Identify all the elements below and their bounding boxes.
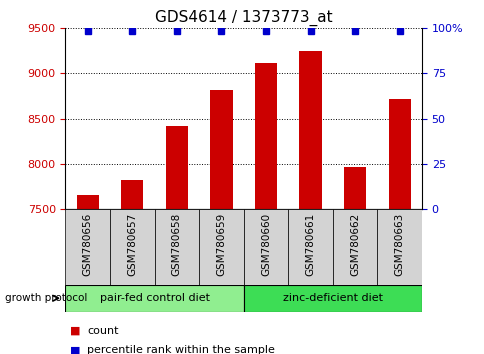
FancyBboxPatch shape xyxy=(65,285,243,312)
Text: GSM780658: GSM780658 xyxy=(171,213,182,276)
FancyBboxPatch shape xyxy=(199,209,243,285)
FancyBboxPatch shape xyxy=(243,285,421,312)
Bar xyxy=(343,167,365,209)
Text: count: count xyxy=(87,326,119,336)
FancyBboxPatch shape xyxy=(154,209,199,285)
FancyBboxPatch shape xyxy=(65,209,110,285)
Bar xyxy=(254,63,276,209)
Text: percentile rank within the sample: percentile rank within the sample xyxy=(87,346,274,354)
Text: GSM780661: GSM780661 xyxy=(305,213,315,276)
FancyBboxPatch shape xyxy=(332,209,377,285)
Text: pair-fed control diet: pair-fed control diet xyxy=(99,293,209,303)
Bar xyxy=(388,99,410,209)
Text: GSM780662: GSM780662 xyxy=(349,213,359,276)
Text: GSM780656: GSM780656 xyxy=(83,213,92,276)
Bar xyxy=(299,51,321,209)
Bar xyxy=(76,195,99,209)
Text: ■: ■ xyxy=(70,346,81,354)
Title: GDS4614 / 1373773_at: GDS4614 / 1373773_at xyxy=(154,9,332,25)
Text: GSM780663: GSM780663 xyxy=(394,213,404,276)
Bar xyxy=(210,90,232,209)
Bar xyxy=(121,180,143,209)
Text: ■: ■ xyxy=(70,326,81,336)
FancyBboxPatch shape xyxy=(110,209,154,285)
Text: GSM780659: GSM780659 xyxy=(216,213,226,276)
Text: growth protocol: growth protocol xyxy=(5,293,87,303)
FancyBboxPatch shape xyxy=(287,209,332,285)
FancyBboxPatch shape xyxy=(377,209,421,285)
Text: GSM780660: GSM780660 xyxy=(260,213,271,276)
Text: zinc-deficient diet: zinc-deficient diet xyxy=(282,293,382,303)
FancyBboxPatch shape xyxy=(243,209,287,285)
Text: GSM780657: GSM780657 xyxy=(127,213,137,276)
Bar xyxy=(166,126,188,209)
